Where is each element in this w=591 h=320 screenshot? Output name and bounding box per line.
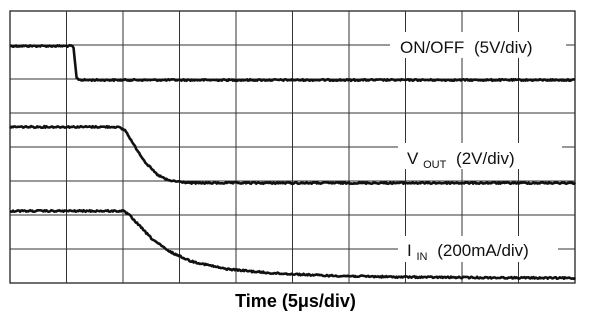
trace-iin xyxy=(9,208,576,281)
series-label-text: V OUT (2V/div) xyxy=(407,149,515,172)
label-bg xyxy=(398,236,558,262)
series-label-main: ON/OFF xyxy=(400,38,464,57)
scope-traces xyxy=(9,43,577,281)
series-label-scale: (5V/div) xyxy=(474,38,533,57)
series-label-scale: (2V/div) xyxy=(456,149,515,168)
series-label-iin: I IN (200mA/div) xyxy=(398,236,558,264)
trace-vout xyxy=(9,124,577,186)
label-bg xyxy=(398,143,562,169)
series-label-text: I IN (200mA/div) xyxy=(407,241,529,264)
series-label-onoff: ON/OFF (5V/div) xyxy=(390,32,566,58)
series-label-main: I xyxy=(407,241,412,260)
series-label-sub: IN xyxy=(416,251,427,263)
series-label-main: V xyxy=(407,149,419,168)
label-bg xyxy=(390,32,566,58)
series-label-vout: V OUT (2V/div) xyxy=(398,143,562,172)
series-label-sub: OUT xyxy=(423,159,447,171)
series-label-scale: (200mA/div) xyxy=(437,241,529,260)
trace-onoff xyxy=(9,43,576,83)
x-axis-label: Time (5μs/div) xyxy=(235,291,356,311)
series-label-text: ON/OFF (5V/div) xyxy=(400,38,533,57)
